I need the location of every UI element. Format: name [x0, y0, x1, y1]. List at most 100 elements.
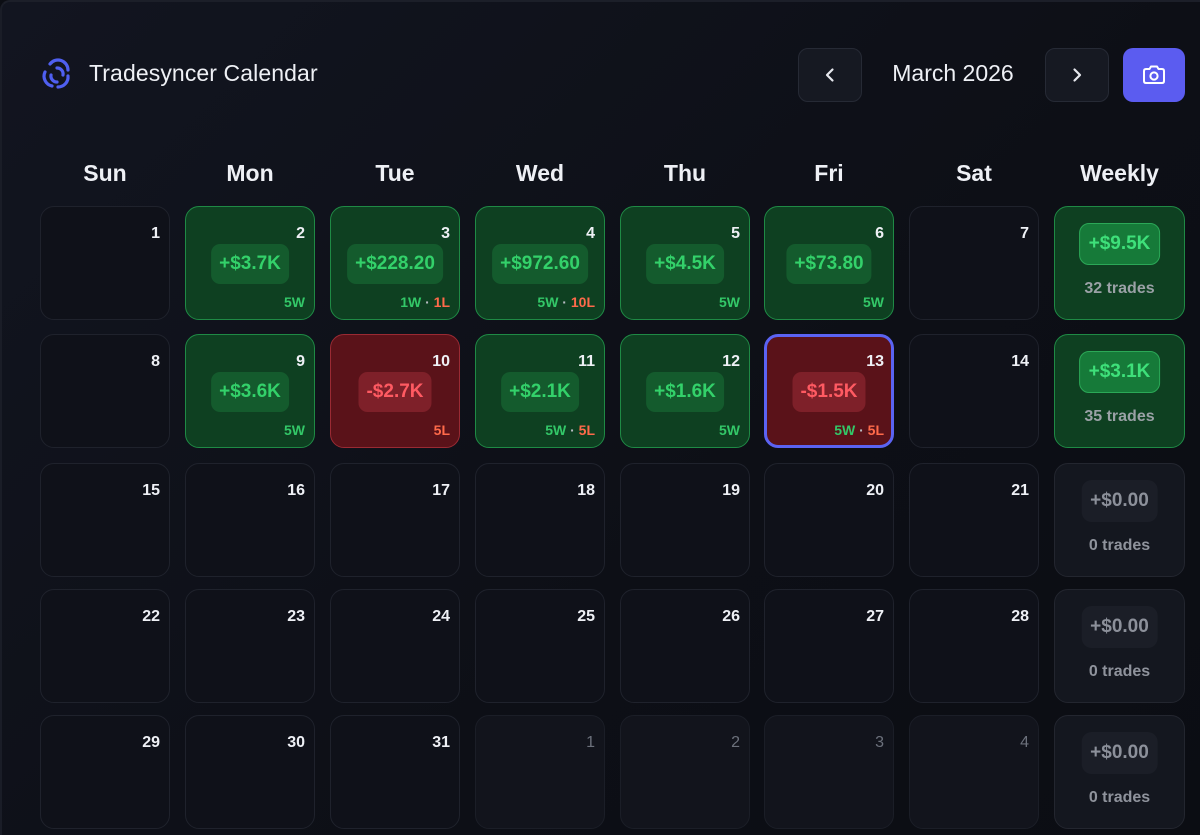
daily-pnl: -$2.7K [358, 372, 432, 412]
day-cell[interactable]: 5 +$4.5K 5W [620, 206, 750, 320]
day-cell[interactable]: 6 +$73.80 5W [764, 206, 894, 320]
day-cell[interactable]: 11 +$2.1K 5W · 5L [475, 334, 605, 448]
chevron-right-icon [1073, 68, 1082, 82]
weekly-trade-count: 0 trades [1088, 537, 1151, 554]
day-number: 30 [287, 734, 305, 751]
wins-count: 5W [284, 294, 305, 310]
weekly-trade-count: 0 trades [1088, 789, 1151, 806]
day-number: 13 [866, 353, 884, 370]
losses-count: 1L [433, 294, 450, 310]
weekly-summary[interactable]: +$0.00 0 trades [1054, 463, 1185, 577]
weekly-pnl: +$0.00 [1081, 732, 1158, 774]
separator-dot: · [855, 422, 868, 438]
tradesyncer-logo-icon [42, 58, 70, 89]
day-cell[interactable]: 23 [185, 589, 315, 703]
daily-pnl: +$2.1K [501, 372, 579, 412]
day-number: 16 [287, 482, 305, 499]
day-cell[interactable]: 2 +$3.7K 5W [185, 206, 315, 320]
day-cell[interactable]: 18 [475, 463, 605, 577]
day-cell[interactable]: 15 [40, 463, 170, 577]
win-loss-count: 5L [434, 422, 450, 438]
daily-pnl: +$1.6K [646, 372, 724, 412]
day-cell[interactable]: 4 +$972.60 5W · 10L [475, 206, 605, 320]
day-cell[interactable]: 24 [330, 589, 460, 703]
day-number: 2 [731, 734, 740, 751]
day-cell[interactable]: 26 [620, 589, 750, 703]
day-cell[interactable]: 14 [909, 334, 1039, 448]
separator-dot: · [566, 422, 579, 438]
day-cell[interactable]: 29 [40, 715, 170, 829]
daily-pnl: +$3.6K [211, 372, 289, 412]
day-cell[interactable]: 4 [909, 715, 1039, 829]
win-loss-count: 1W · 1L [400, 294, 450, 310]
day-cell[interactable]: 16 [185, 463, 315, 577]
win-loss-count: 5W · 5L [545, 422, 595, 438]
day-cell[interactable]: 2 [620, 715, 750, 829]
day-cell[interactable]: 1 [475, 715, 605, 829]
day-cell[interactable]: 21 [909, 463, 1039, 577]
prev-month-button[interactable] [798, 48, 862, 102]
weekly-pnl: +$0.00 [1081, 606, 1158, 648]
day-cell[interactable]: 30 [185, 715, 315, 829]
day-cell[interactable]: 3 [764, 715, 894, 829]
day-cell[interactable]: 19 [620, 463, 750, 577]
day-number: 2 [296, 225, 305, 242]
losses-count: 5L [433, 422, 450, 438]
day-number: 1 [586, 734, 595, 751]
weekly-summary[interactable]: +$9.5K 32 trades [1054, 206, 1185, 320]
wins-count: 5W [537, 294, 559, 310]
day-number: 3 [875, 734, 884, 751]
day-cell[interactable]: 25 [475, 589, 605, 703]
weekly-summary[interactable]: +$3.1K 35 trades [1054, 334, 1185, 448]
weekday-thu: Thu [663, 160, 707, 186]
daily-pnl: -$1.5K [792, 372, 866, 412]
weekly-summary[interactable]: +$0.00 0 trades [1054, 589, 1185, 703]
daily-pnl: +$73.80 [786, 244, 872, 284]
win-loss-count: 5W [719, 294, 740, 310]
day-number: 7 [1020, 225, 1029, 242]
day-cell[interactable]: 8 [40, 334, 170, 448]
day-number: 17 [432, 482, 450, 499]
wins-count: 5W [545, 422, 567, 438]
day-cell[interactable]: 7 [909, 206, 1039, 320]
win-loss-count: 5W [863, 294, 884, 310]
weekday-weekly: Weekly [1080, 160, 1159, 186]
day-cell[interactable]: 3 +$228.20 1W · 1L [330, 206, 460, 320]
daily-pnl: +$3.7K [211, 244, 289, 284]
separator-dot: · [558, 294, 571, 310]
next-month-button[interactable] [1045, 48, 1109, 102]
snapshot-button[interactable] [1123, 48, 1185, 102]
day-cell[interactable]: 13 -$1.5K 5W · 5L [764, 334, 894, 448]
weekday-fri: Fri [814, 160, 844, 186]
weekly-summary[interactable]: +$0.00 0 trades [1054, 715, 1185, 829]
wins-count: 5W [863, 294, 884, 310]
day-number: 31 [432, 734, 450, 751]
day-number: 5 [731, 225, 740, 242]
day-number: 3 [441, 225, 450, 242]
day-number: 4 [1020, 734, 1029, 751]
day-cell[interactable]: 28 [909, 589, 1039, 703]
day-number: 11 [578, 353, 595, 370]
day-cell[interactable]: 22 [40, 589, 170, 703]
wins-count: 5W [719, 294, 740, 310]
day-cell[interactable]: 17 [330, 463, 460, 577]
day-cell[interactable]: 12 +$1.6K 5W [620, 334, 750, 448]
weekly-pnl: +$9.5K [1078, 223, 1161, 265]
camera-icon [1143, 65, 1165, 84]
weekday-wed: Wed [515, 160, 565, 186]
losses-count: 5L [578, 422, 595, 438]
day-number: 6 [875, 225, 884, 242]
day-number: 24 [432, 608, 450, 625]
day-number: 4 [586, 225, 595, 242]
weekly-trade-count: 32 trades [1084, 280, 1155, 297]
app-title: Tradesyncer Calendar [89, 60, 318, 86]
day-cell[interactable]: 10 -$2.7K 5L [330, 334, 460, 448]
day-cell[interactable]: 20 [764, 463, 894, 577]
day-cell[interactable]: 9 +$3.6K 5W [185, 334, 315, 448]
weekday-sat: Sat [956, 160, 992, 186]
day-cell[interactable]: 31 [330, 715, 460, 829]
day-cell[interactable]: 27 [764, 589, 894, 703]
wins-count: 5W [284, 422, 305, 438]
day-cell[interactable]: 1 [40, 206, 170, 320]
daily-pnl: +$228.20 [347, 244, 443, 284]
